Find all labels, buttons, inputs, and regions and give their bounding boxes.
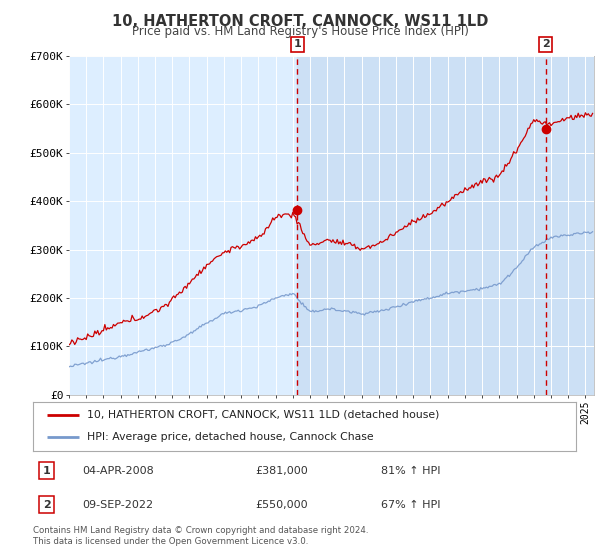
Text: HPI: Average price, detached house, Cannock Chase: HPI: Average price, detached house, Cann… [88,432,374,442]
Text: Price paid vs. HM Land Registry's House Price Index (HPI): Price paid vs. HM Land Registry's House … [131,25,469,38]
Text: 10, HATHERTON CROFT, CANNOCK, WS11 1LD: 10, HATHERTON CROFT, CANNOCK, WS11 1LD [112,14,488,29]
Text: 2: 2 [43,500,50,510]
Text: £381,000: £381,000 [256,465,308,475]
Bar [298,56,594,395]
Text: 81% ↑ HPI: 81% ↑ HPI [380,465,440,475]
Text: 1: 1 [293,39,301,49]
Text: Contains HM Land Registry data © Crown copyright and database right 2024.
This d: Contains HM Land Registry data © Crown c… [33,526,368,546]
Text: 09-SEP-2022: 09-SEP-2022 [82,500,153,510]
Text: 2: 2 [542,39,550,49]
Text: 1: 1 [43,465,50,475]
Text: 04-APR-2008: 04-APR-2008 [82,465,154,475]
Text: 67% ↑ HPI: 67% ↑ HPI [380,500,440,510]
Text: £550,000: £550,000 [256,500,308,510]
Text: 10, HATHERTON CROFT, CANNOCK, WS11 1LD (detached house): 10, HATHERTON CROFT, CANNOCK, WS11 1LD (… [88,410,440,420]
